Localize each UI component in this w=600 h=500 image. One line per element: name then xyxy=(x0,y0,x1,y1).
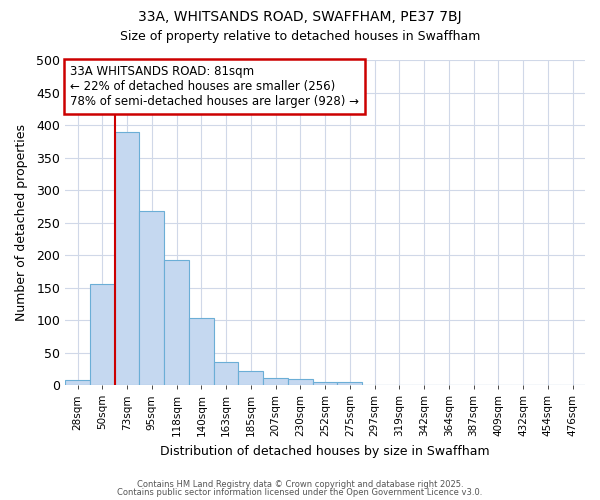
Bar xyxy=(288,379,313,385)
Bar xyxy=(90,284,115,385)
Bar xyxy=(337,382,362,385)
Bar xyxy=(65,380,90,385)
Bar xyxy=(189,318,214,385)
Bar xyxy=(263,378,288,385)
X-axis label: Distribution of detached houses by size in Swaffham: Distribution of detached houses by size … xyxy=(160,444,490,458)
Bar xyxy=(313,382,337,385)
Text: 33A WHITSANDS ROAD: 81sqm
← 22% of detached houses are smaller (256)
78% of semi: 33A WHITSANDS ROAD: 81sqm ← 22% of detac… xyxy=(70,65,359,108)
Y-axis label: Number of detached properties: Number of detached properties xyxy=(15,124,28,321)
Text: Contains public sector information licensed under the Open Government Licence v3: Contains public sector information licen… xyxy=(118,488,482,497)
Text: Size of property relative to detached houses in Swaffham: Size of property relative to detached ho… xyxy=(120,30,480,43)
Text: Contains HM Land Registry data © Crown copyright and database right 2025.: Contains HM Land Registry data © Crown c… xyxy=(137,480,463,489)
Bar xyxy=(164,260,189,385)
Text: 33A, WHITSANDS ROAD, SWAFFHAM, PE37 7BJ: 33A, WHITSANDS ROAD, SWAFFHAM, PE37 7BJ xyxy=(138,10,462,24)
Bar xyxy=(214,362,238,385)
Bar xyxy=(238,372,263,385)
Bar xyxy=(115,132,139,385)
Bar xyxy=(139,211,164,385)
